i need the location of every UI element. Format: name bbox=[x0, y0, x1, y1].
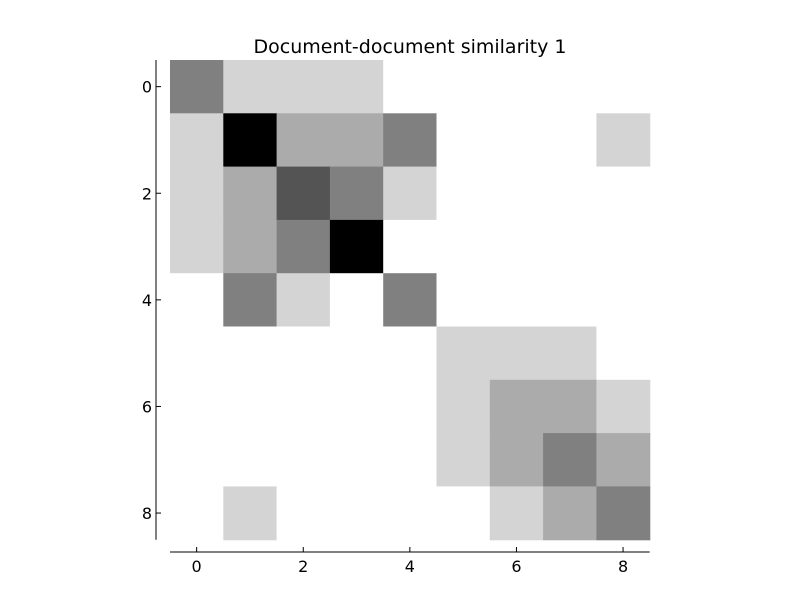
heatmap-cell-r8-c2 bbox=[276, 486, 331, 541]
heatmap-cell-r4-c5 bbox=[436, 273, 491, 328]
heatmap-cell-r8-c8 bbox=[596, 486, 651, 541]
heatmap-cell-r6-c7 bbox=[543, 379, 597, 434]
heatmap-cell-r6-c6 bbox=[489, 379, 544, 434]
heatmap-cell-r5-c5 bbox=[436, 326, 491, 381]
heatmap-cell-r0-c3 bbox=[329, 60, 384, 114]
chart-title: Document-document similarity 1 bbox=[254, 36, 567, 58]
heatmap-cell-r7-c6 bbox=[489, 433, 544, 487]
heatmap-cell-r0-c6 bbox=[489, 60, 544, 114]
heatmap-cell-r5-c2 bbox=[276, 326, 331, 381]
heatmap-cell-r2-c1 bbox=[223, 166, 278, 221]
heatmap-cell-r7-c1 bbox=[223, 433, 278, 487]
tick-marks: 0 2 4 6 8 0 2 4 6 8 bbox=[142, 78, 628, 576]
heatmap-cell-r0-c0 bbox=[170, 60, 224, 114]
heatmap-cell-r5-c4 bbox=[383, 326, 438, 381]
heatmap-cell-r3-c6 bbox=[489, 219, 544, 274]
heatmap-cell-r1-c1 bbox=[223, 113, 278, 168]
heatmap-cell-r4-c3 bbox=[329, 273, 384, 328]
x-tick-label-4: 4 bbox=[405, 557, 415, 576]
y-tick-label-6: 6 bbox=[142, 397, 152, 416]
heatmap-cell-r4-c8 bbox=[596, 273, 651, 328]
heatmap-cell-r3-c5 bbox=[436, 219, 491, 274]
heatmap-cell-r7-c2 bbox=[276, 433, 331, 487]
x-tick-label-6: 6 bbox=[511, 557, 521, 576]
heatmap-cell-r4-c4 bbox=[383, 273, 438, 328]
heatmap-cell-r8-c6 bbox=[489, 486, 544, 541]
heatmap-cell-r4-c1 bbox=[223, 273, 278, 328]
heatmap-cell-r8-c5 bbox=[436, 486, 491, 541]
heatmap-cell-r0-c5 bbox=[436, 60, 491, 114]
heatmap-cell-r5-c7 bbox=[543, 326, 597, 381]
heatmap-cell-r2-c3 bbox=[329, 166, 384, 221]
heatmap-cell-r1-c2 bbox=[276, 113, 331, 168]
heatmap-cell-r8-c7 bbox=[543, 486, 597, 541]
heatmap-cell-r5-c0 bbox=[170, 326, 224, 381]
heatmap-cell-r2-c2 bbox=[276, 166, 331, 221]
heatmap-cell-r7-c4 bbox=[383, 433, 438, 487]
heatmap-cell-r2-c8 bbox=[596, 166, 651, 221]
heatmap-cell-r6-c2 bbox=[276, 379, 331, 434]
heatmap-cell-r0-c7 bbox=[543, 60, 597, 114]
heatmap-cell-r3-c4 bbox=[383, 219, 438, 274]
heatmap-cell-r1-c0 bbox=[170, 113, 224, 168]
y-tick-label-0: 0 bbox=[142, 78, 152, 97]
heatmap-cell-r7-c0 bbox=[170, 433, 224, 487]
heatmap-cell-r2-c0 bbox=[170, 166, 224, 221]
heatmap-cell-r6-c3 bbox=[329, 379, 384, 434]
heatmap-cell-r3-c7 bbox=[543, 219, 597, 274]
heatmap-cell-r6-c5 bbox=[436, 379, 491, 434]
heatmap-cell-r6-c0 bbox=[170, 379, 224, 434]
heatmap-cell-r5-c6 bbox=[489, 326, 544, 381]
heatmap-cell-r6-c4 bbox=[383, 379, 438, 434]
x-tick-label-2: 2 bbox=[298, 557, 308, 576]
heatmap-cell-r8-c1 bbox=[223, 486, 278, 541]
heatmap-cell-r3-c0 bbox=[170, 219, 224, 274]
heatmap-cell-r7-c5 bbox=[436, 433, 491, 487]
y-tick-label-2: 2 bbox=[142, 184, 152, 203]
heatmap-cell-r4-c0 bbox=[170, 273, 224, 328]
heatmap-cell-r1-c4 bbox=[383, 113, 438, 168]
heatmap-cell-r6-c1 bbox=[223, 379, 278, 434]
heatmap-cell-r1-c5 bbox=[436, 113, 491, 168]
heatmap-cell-r8-c0 bbox=[170, 486, 224, 541]
y-tick-label-8: 8 bbox=[142, 504, 152, 523]
heatmap-cell-r1-c6 bbox=[489, 113, 544, 168]
heatmap-cell-r1-c3 bbox=[329, 113, 384, 168]
x-tick-label-8: 8 bbox=[618, 557, 628, 576]
heatmap-cell-r4-c7 bbox=[543, 273, 597, 328]
heatmap-cell-r0-c2 bbox=[276, 60, 331, 114]
heatmap-cell-r7-c8 bbox=[596, 433, 651, 487]
heatmap-cell-r4-c2 bbox=[276, 273, 331, 328]
heatmap-cell-r1-c7 bbox=[543, 113, 597, 168]
heatmap-cell-r3-c8 bbox=[596, 219, 651, 274]
y-tick-label-4: 4 bbox=[142, 291, 152, 310]
x-tick-label-0: 0 bbox=[192, 557, 202, 576]
heatmap-cell-r5-c8 bbox=[596, 326, 651, 381]
heatmap-cell-r3-c1 bbox=[223, 219, 278, 274]
heatmap-cell-r3-c3 bbox=[329, 219, 384, 274]
heatmap-cell-r2-c4 bbox=[383, 166, 438, 221]
heatmap-cell-r1-c8 bbox=[596, 113, 651, 168]
heatmap-cell-r3-c2 bbox=[276, 219, 331, 274]
heatmap-cell-r7-c3 bbox=[329, 433, 384, 487]
heatmap-cell-r2-c5 bbox=[436, 166, 491, 221]
heatmap-cell-r8-c4 bbox=[383, 486, 438, 541]
heatmap-cell-r6-c8 bbox=[596, 379, 651, 434]
heatmap-cell-r4-c6 bbox=[489, 273, 544, 328]
heatmap-cell-r0-c8 bbox=[596, 60, 651, 114]
heatmap-cell-r2-c7 bbox=[543, 166, 597, 221]
heatmap-cell-r5-c3 bbox=[329, 326, 384, 381]
heatmap-cell-r8-c3 bbox=[329, 486, 384, 541]
heatmap-cell-r7-c7 bbox=[543, 433, 597, 487]
heatmap-cell-r0-c4 bbox=[383, 60, 438, 114]
heatmap-cell-r2-c6 bbox=[489, 166, 544, 221]
heatmap-cell-r0-c1 bbox=[223, 60, 278, 114]
heatmap-cells bbox=[170, 60, 651, 541]
heatmap-cell-r5-c1 bbox=[223, 326, 278, 381]
